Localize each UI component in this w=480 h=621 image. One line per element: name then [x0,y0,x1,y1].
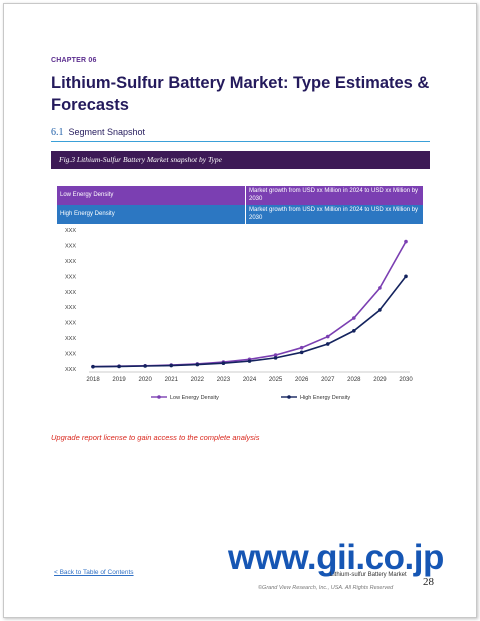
page-frame [3,3,477,618]
x-tick-label: 2026 [295,377,309,383]
y-tick-label: XXX [65,336,76,342]
series-point-0 [325,334,330,339]
y-tick-label: XXX [65,305,76,311]
segment-name: Low Energy Density [60,192,114,198]
segment-description: Market growth from USD xx Million in 202… [245,186,420,205]
y-tick-label: XXX [65,274,76,280]
figure-caption: Fig.3 Lithium-Sulfur Battery Market snap… [51,151,430,169]
footer-report-title: Lithium-sulfur Battery Market [330,572,407,578]
x-tick-label: 2025 [269,377,283,383]
series-point-1 [195,362,200,367]
series-line-1 [92,275,407,368]
segment-row-low-energy: Low Energy Density Market growth from US… [57,186,423,205]
series-point-1 [273,356,278,360]
x-tick-label: 2021 [165,377,179,383]
x-tick-label: 2022 [191,377,205,383]
legend-marker-1 [287,395,291,399]
series-point-1 [117,364,121,369]
series-point-1 [169,363,174,368]
x-tick-label: 2018 [86,377,100,383]
y-tick-label: XXX [65,367,76,373]
page-title: Lithium-Sulfur Battery Market: Type Esti… [51,74,430,114]
segment-name: High Energy Density [60,211,115,217]
section-number: 6.1 [51,127,64,138]
series-point-1 [325,342,330,346]
upgrade-note: Upgrade report license to gain access to… [51,433,260,442]
segment-description: Market growth from USD xx Million in 202… [245,205,420,224]
x-tick-label: 2029 [373,377,387,383]
series-point-1 [247,359,252,363]
back-to-toc-link[interactable]: < Back to Table of Contents [54,569,134,576]
y-tick-label: XXX [65,321,76,327]
series-point-0 [352,316,356,320]
x-tick-label: 2023 [217,377,231,383]
series-line-0 [92,241,407,368]
x-tick-label: 2024 [243,377,257,383]
x-tick-label: 2028 [347,377,361,383]
legend-marker-0 [157,395,161,399]
series-point-1 [143,364,147,368]
footer-copyright: ©Grand View Research, Inc., USA. All Rig… [258,585,394,591]
segment-row-high-energy: High Energy Density Market growth from U… [57,205,423,224]
y-tick-label: XXX [65,352,76,358]
x-tick-label: 2020 [138,377,152,383]
series-point-1 [91,364,95,369]
series-point-1 [378,308,382,312]
section-divider [51,141,430,142]
segment-line-chart: XXX XXX XXX XXX XXX XXX XXX XXX XXX XXX 2018 2019 20… [65,228,413,401]
y-tick-label: XXX [65,228,76,234]
series-point-1 [221,361,226,366]
legend-label-1: High Energy Density [300,395,350,401]
section-label: Segment Snapshot [68,127,146,137]
y-tick-label: XXX [65,243,76,249]
section-heading: 6.1 Segment Snapshot [51,127,145,138]
chapter-label: CHAPTER 06 [51,57,97,64]
y-tick-label: XXX [65,259,76,265]
watermark-logo: www.gii.co.jp [228,538,444,577]
series-point-1 [352,328,356,333]
x-tick-label: 2027 [321,377,335,383]
y-tick-label: XXX [65,290,76,296]
series-point-0 [273,353,278,357]
page-number: 28 [423,576,434,588]
series-point-1 [404,274,408,279]
x-tick-label: 2019 [112,377,126,383]
legend-label-0: Low Energy Density [170,395,219,401]
series-point-1 [299,350,304,355]
x-tick-label: 2030 [399,377,413,383]
series-point-0 [299,345,304,350]
series-point-0 [378,286,382,290]
series-point-0 [404,239,408,244]
